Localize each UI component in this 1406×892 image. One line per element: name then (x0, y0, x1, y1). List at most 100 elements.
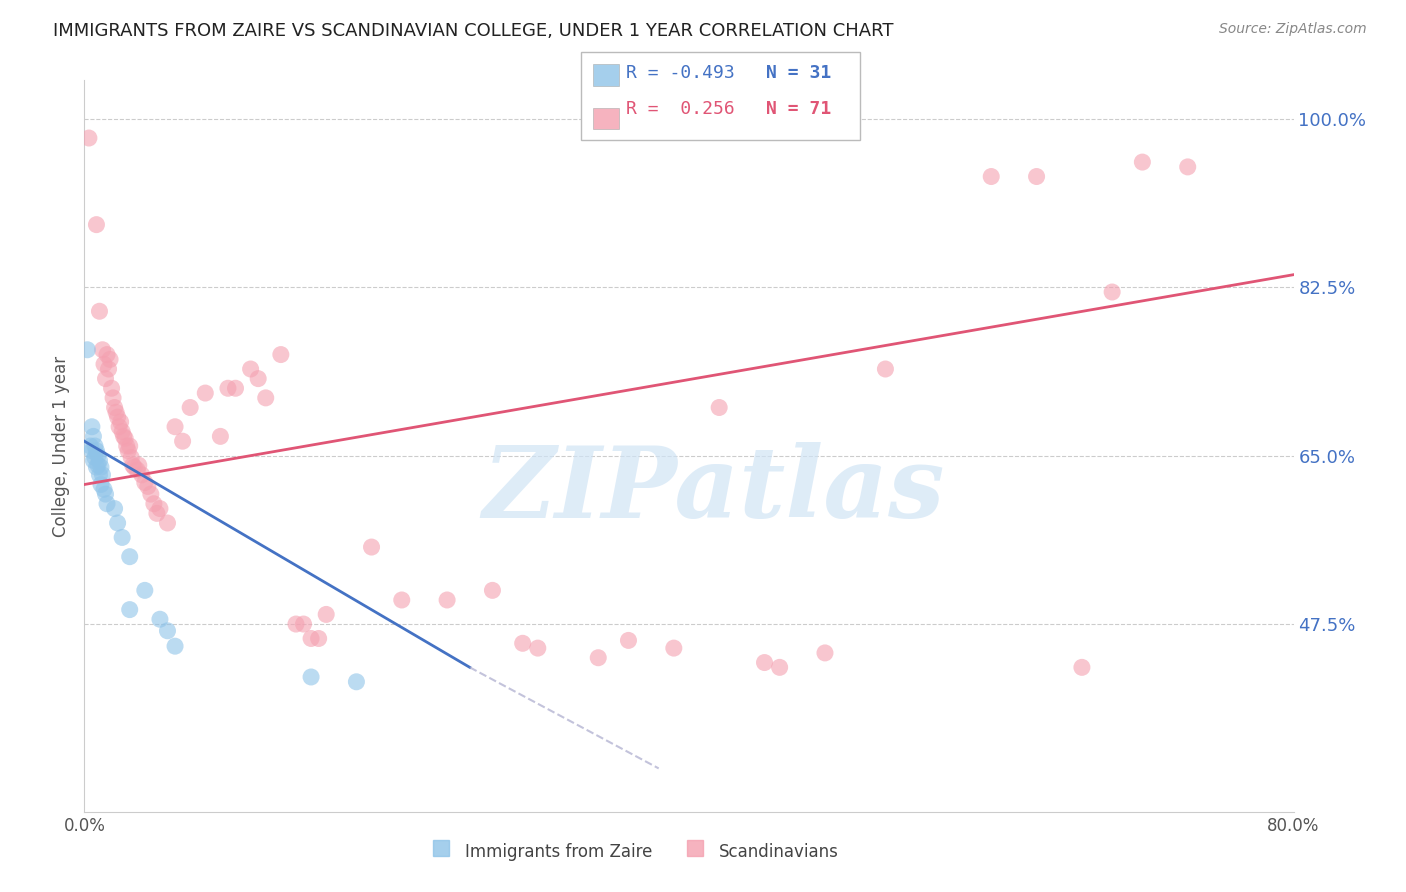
Point (100, 381, 122, 395)
Point (93, 483, 115, 497)
Point (194, 386, 217, 401)
Point (89, 304, 111, 318)
Point (96, 347, 118, 362)
Point (156, 624, 179, 638)
Point (247, 371, 270, 385)
Point (96, 497, 118, 511)
Point (91, 467, 114, 482)
Point (94, 371, 117, 385)
Point (172, 434, 194, 449)
Point (104, 401, 127, 415)
Point (662, 641, 685, 656)
Point (1101, 285, 1123, 299)
Point (86, 218, 108, 232)
Point (1130, 155, 1153, 169)
Point (127, 463, 149, 477)
Point (121, 458, 143, 473)
Text: N = 31: N = 31 (766, 64, 831, 82)
Point (292, 617, 315, 632)
Point (77, 131, 100, 145)
Point (134, 475, 156, 490)
Point (980, 169, 1002, 184)
Point (142, 497, 165, 511)
Point (89, 467, 111, 482)
Point (118, 602, 141, 616)
Point (91, 343, 114, 357)
Point (120, 450, 142, 465)
Text: Scandinavians: Scandinavians (720, 843, 839, 861)
Point (94, 487, 117, 501)
Point (82, 453, 104, 467)
Point (79, 439, 101, 453)
Point (80, 443, 103, 458)
Point (128, 458, 150, 473)
Point (481, 583, 503, 598)
Point (82, 429, 104, 443)
Point (1025, 169, 1047, 184)
Point (308, 632, 330, 646)
Point (149, 612, 172, 626)
Point (512, 636, 534, 650)
Point (875, 362, 897, 376)
Point (114, 431, 136, 445)
Point (122, 460, 145, 475)
Text: Source: ZipAtlas.com: Source: ZipAtlas.com (1219, 22, 1367, 37)
Point (754, 656, 776, 670)
Point (115, 439, 138, 453)
Point (90, 460, 112, 475)
Point (98, 352, 121, 367)
Point (436, 593, 458, 607)
Point (84, 439, 107, 453)
Text: IMMIGRANTS FROM ZAIRE VS SCANDINAVIAN COLLEGE, UNDER 1 YEAR CORRELATION CHART: IMMIGRANTS FROM ZAIRE VS SCANDINAVIAN CO… (53, 22, 894, 40)
Point (117, 443, 139, 458)
Point (315, 607, 337, 622)
Point (814, 646, 837, 660)
Point (1071, 660, 1094, 674)
Point (136, 479, 159, 493)
Point (89, 453, 111, 467)
Point (111, 530, 134, 544)
Point (225, 381, 247, 395)
Y-axis label: College, Under 1 year: College, Under 1 year (52, 355, 70, 537)
Point (149, 501, 172, 516)
Point (131, 467, 153, 482)
Point (165, 419, 187, 434)
Point (134, 583, 156, 598)
Point (110, 415, 132, 429)
Point (86, 443, 108, 458)
Text: N = 71: N = 71 (766, 100, 831, 118)
Point (118, 549, 141, 564)
Point (86, 460, 108, 475)
Point (105, 405, 128, 419)
Text: ZIPatlas: ZIPatlas (482, 442, 945, 538)
Point (588, 650, 610, 665)
Point (299, 632, 322, 646)
Point (112, 429, 135, 443)
Point (90, 477, 112, 491)
Point (769, 660, 792, 674)
Point (254, 391, 277, 405)
Point (84, 450, 107, 465)
Point (104, 501, 127, 516)
Point (209, 429, 232, 443)
Point (1177, 160, 1199, 174)
Point (118, 439, 141, 453)
Point (80, 419, 103, 434)
Point (217, 381, 239, 395)
Text: R =  0.256: R = 0.256 (626, 100, 734, 118)
Point (107, 410, 129, 425)
Point (76, 343, 98, 357)
Point (179, 401, 201, 415)
Point (299, 670, 322, 684)
Text: Immigrants from Zaire: Immigrants from Zaire (465, 843, 652, 861)
Point (285, 617, 308, 632)
Point (346, 674, 368, 689)
Point (239, 362, 262, 376)
Point (139, 487, 162, 501)
Point (617, 633, 640, 648)
Point (709, 401, 731, 415)
Point (111, 425, 134, 439)
Point (108, 419, 131, 434)
Point (391, 593, 413, 607)
Point (87, 458, 110, 473)
